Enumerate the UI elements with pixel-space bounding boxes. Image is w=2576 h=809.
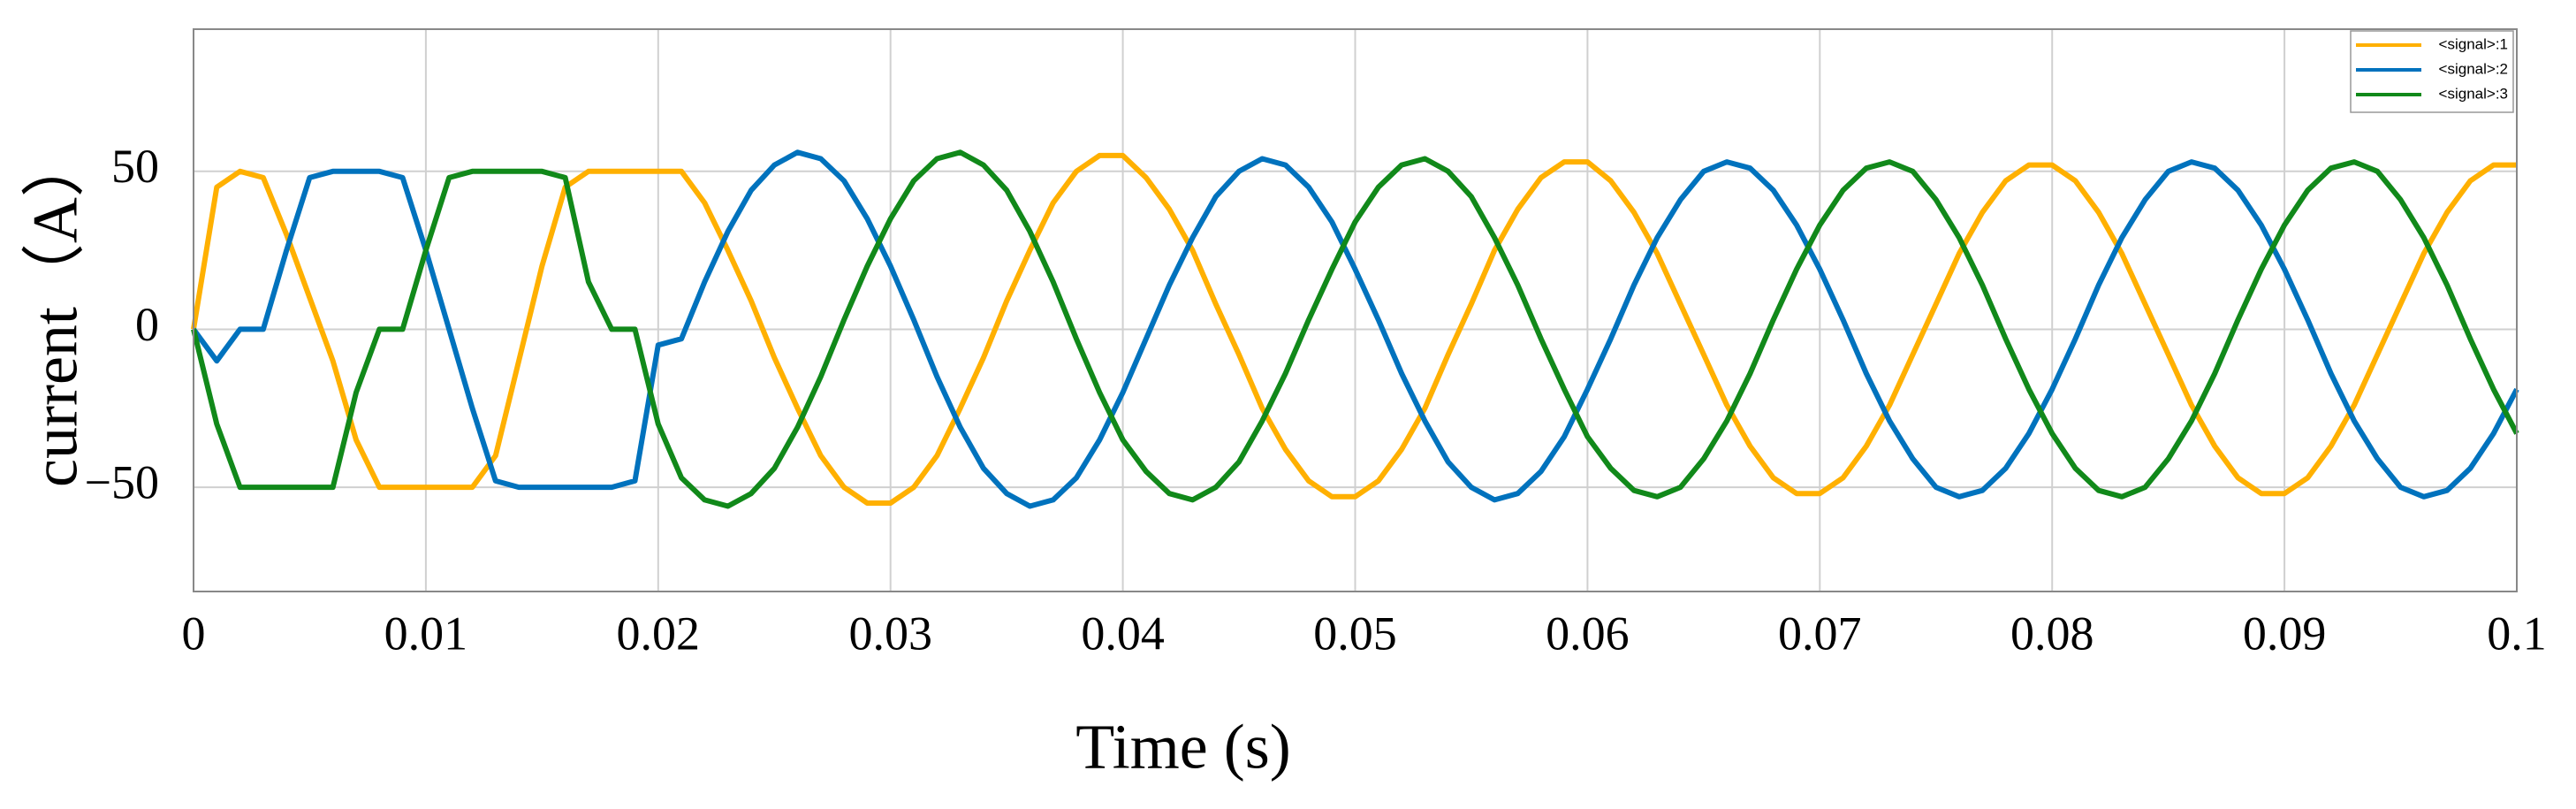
y-tick-label: −50 — [85, 455, 159, 508]
series-line — [191, 152, 2517, 506]
y-tick-label: 50 — [111, 140, 159, 193]
x-tick-label: 0.09 — [2243, 607, 2327, 660]
x-tick-label: 0.05 — [1313, 607, 1397, 660]
x-tick-label: 0.07 — [1778, 607, 1862, 660]
legend-label: <signal>:1 — [2439, 35, 2508, 52]
x-tick-label: 0.02 — [617, 607, 701, 660]
x-tick-label: 0 — [182, 607, 206, 660]
x-tick-label: 0.08 — [2010, 607, 2094, 660]
x-tick-label: 0.06 — [1546, 607, 1630, 660]
x-tick-label: 0.1 — [2487, 607, 2547, 660]
legend: <signal>:1 <signal>:2 <signal>:3 — [2350, 30, 2514, 113]
legend-label: <signal>:2 — [2439, 60, 2508, 77]
y-axis-label: current（A） — [20, 134, 91, 487]
y-tick-label: 0 — [135, 298, 159, 351]
x-axis-label: Time (s) — [1075, 712, 1290, 782]
series-line — [191, 149, 2519, 509]
series-line — [191, 149, 2519, 509]
x-tick-label: 0.04 — [1081, 607, 1165, 660]
plot-area — [193, 28, 2518, 592]
legend-label: <signal>:3 — [2439, 85, 2508, 102]
x-tick-label: 0.03 — [848, 607, 932, 660]
x-tick-label: 0.01 — [384, 607, 468, 660]
